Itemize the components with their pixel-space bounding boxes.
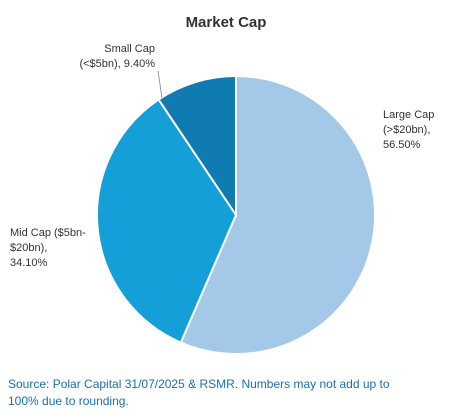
- pie-slice-2: [157, 74, 237, 219]
- slice-label-line: (>$20bn),: [383, 124, 430, 136]
- slice-label-line: (<$5bn), 9.40%: [79, 58, 155, 70]
- pie-slice-1: [96, 98, 238, 344]
- pie-slice-0: [179, 74, 376, 355]
- slice-label-1: Mid Cap ($5bn- $20bn), 34.10%: [10, 227, 86, 269]
- source-note: Source: Polar Capital 31/07/2025 & RSMR.…: [8, 377, 390, 408]
- slice-label-2: Small Cap (<$5bn), 9.40%: [79, 43, 155, 70]
- slice-label-line: $20bn),: [10, 242, 47, 254]
- slice-label-line: Mid Cap ($5bn-: [10, 227, 86, 239]
- leader-line-2: [157, 70, 163, 99]
- slice-label-line: Small Cap: [104, 43, 155, 55]
- slice-label-line: Large Cap: [383, 109, 434, 121]
- slice-label-line: 56.50%: [383, 139, 421, 151]
- slice-label-0: Large Cap (>$20bn), 56.50%: [383, 109, 434, 151]
- chart-title: Market Cap: [185, 14, 267, 31]
- slice-label-line: 34.10%: [10, 257, 48, 269]
